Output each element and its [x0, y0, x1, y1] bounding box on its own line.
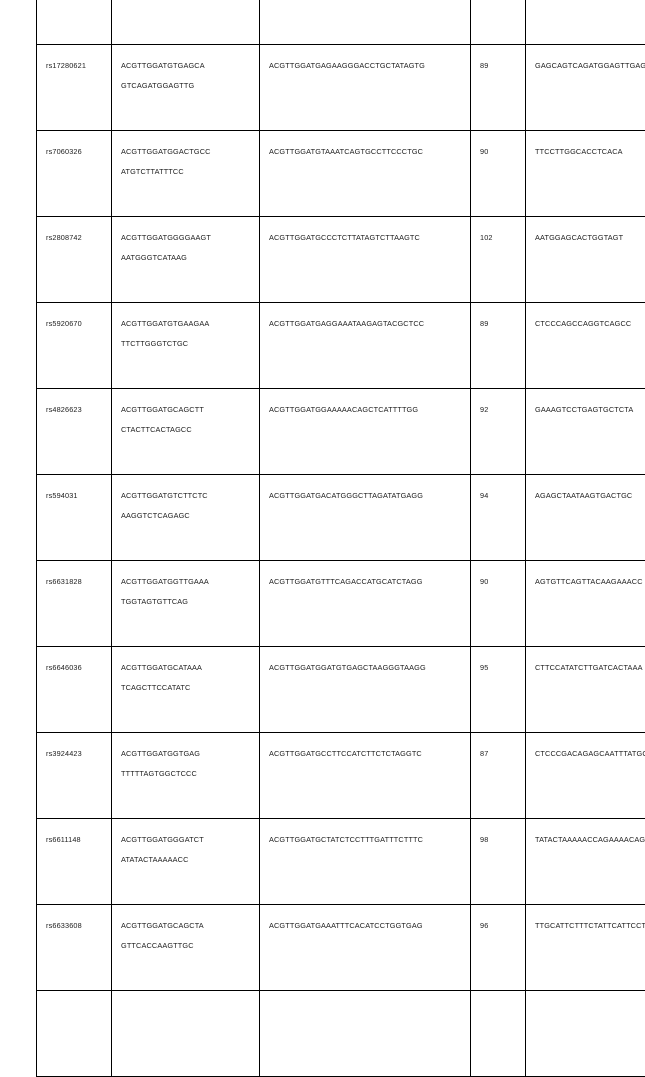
cell-snp-id: rs17280621: [37, 45, 112, 131]
cell-forward-primer: [112, 991, 260, 1077]
cell-forward-primer: [112, 0, 260, 45]
cell-amplicon-length: [471, 0, 526, 45]
cell-amplicon-primer: ACGTTGGATGCCCTCTTATAGTCTTAAGTC: [260, 217, 471, 303]
cell-amplicon-length: 92: [471, 389, 526, 475]
cell-forward-primer: ACGTTGGATGGGGAAGT AATGGGTCATAAG: [112, 217, 260, 303]
cell-forward-primer: ACGTTGGATGTGAGCA GTCAGATGGAGTTG: [112, 45, 260, 131]
cell-extension-primer: AGTGTTCAGTTACAAGAAACC: [526, 561, 645, 647]
cell-amplicon-primer: ACGTTGGATGCTATCTCCTTTGATTTCTTTC: [260, 819, 471, 905]
cell-amplicon-length: 87: [471, 733, 526, 819]
cell-forward-primer: ACGTTGGATGGACTGCC ATGTCTTATTTCC: [112, 131, 260, 217]
table-row-partial: [37, 991, 645, 1077]
cell-snp-id: rs6633608: [37, 905, 112, 991]
cell-amplicon-primer: ACGTTGGATGCCTTCCATCTTCTCTAGGTC: [260, 733, 471, 819]
cell-snp-id: [37, 991, 112, 1077]
cell-amplicon-length: 98: [471, 819, 526, 905]
cell-amplicon-length: 102: [471, 217, 526, 303]
cell-extension-primer: AGAGCTAATAAGTGACTGC: [526, 475, 645, 561]
cell-snp-id: rs6631828: [37, 561, 112, 647]
cell-forward-primer: ACGTTGGATGGGATCT ATATACTAAAAACC: [112, 819, 260, 905]
cell-amplicon-primer: ACGTTGGATGAAATTTCACATCCTGGTGAG: [260, 905, 471, 991]
cell-snp-id: rs7060326: [37, 131, 112, 217]
cell-amplicon-primer: ACGTTGGATGAGGAAATAAGAGTACGCTCC: [260, 303, 471, 389]
cell-amplicon-primer: ACGTTGGATGGATGTGAGCTAAGGGTAAGG: [260, 647, 471, 733]
cell-amplicon-primer: ACGTTGGATGTTTCAGACCATGCATCTAGG: [260, 561, 471, 647]
cell-amplicon-length: 89: [471, 303, 526, 389]
cell-forward-primer: ACGTTGGATGCAGCTT CTACTTCACTAGCC: [112, 389, 260, 475]
cell-extension-primer: AATGGAGCACTGGTAGT: [526, 217, 645, 303]
cell-forward-primer: ACGTTGGATGCATAAA TCAGCTTCCATATC: [112, 647, 260, 733]
cell-amplicon-length: 89: [471, 45, 526, 131]
cell-extension-primer: TATACTAAAAACCAGAAAACAGA: [526, 819, 645, 905]
table-row-partial: [37, 0, 645, 45]
cell-amplicon-primer: [260, 991, 471, 1077]
cell-snp-id: rs6611148: [37, 819, 112, 905]
cell-extension-primer: CTCCCAGCCAGGTCAGCC: [526, 303, 645, 389]
cell-amplicon-primer: [260, 0, 471, 45]
cell-amplicon-primer: ACGTTGGATGGAAAAACAGCTCATTTTGG: [260, 389, 471, 475]
cell-snp-id: rs4826623: [37, 389, 112, 475]
cell-snp-id: rs594031: [37, 475, 112, 561]
cell-snp-id: rs6646036: [37, 647, 112, 733]
cell-forward-primer: ACGTTGGATGGTTGAAA TGGTAGTGTTCAG: [112, 561, 260, 647]
cell-extension-primer: CTTCCATATCTTGATCACTAAA: [526, 647, 645, 733]
cell-extension-primer: TTGCATTCTTTCTATTCATTCCTT: [526, 905, 645, 991]
cell-snp-id: rs3924423: [37, 733, 112, 819]
cell-amplicon-length: 96: [471, 905, 526, 991]
cell-snp-id: rs2808742: [37, 217, 112, 303]
cell-amplicon-length: 90: [471, 131, 526, 217]
cell-forward-primer: ACGTTGGATGCAGCTA GTTCACCAAGTTGC: [112, 905, 260, 991]
cell-extension-primer: CTCCCGACAGAGCAATTTATGG: [526, 733, 645, 819]
cell-extension-primer: GAGCAGTCAGATGGAGTTGAGATTCC: [526, 45, 645, 131]
cell-amplicon-primer: ACGTTGGATGACATGGGCTTAGATATGAGG: [260, 475, 471, 561]
cell-amplicon-length: 95: [471, 647, 526, 733]
cell-extension-primer: TTCCTTGGCACCTCACA: [526, 131, 645, 217]
cell-amplicon-length: [471, 991, 526, 1077]
cell-amplicon-length: 94: [471, 475, 526, 561]
cell-extension-primer: GAAAGTCCTGAGTGCTCTA: [526, 389, 645, 475]
cell-extension-primer: [526, 991, 645, 1077]
cell-forward-primer: ACGTTGGATGGTGAG TTTTTAGTGGCTCCC: [112, 733, 260, 819]
cell-amplicon-primer: ACGTTGGATGTAAATCAGTGCCTTCCCTGC: [260, 131, 471, 217]
cell-forward-primer: ACGTTGGATGTGAAGAA TTCTTGGGTCTGC: [112, 303, 260, 389]
cell-amplicon-length: 90: [471, 561, 526, 647]
cell-snp-id: rs5920670: [37, 303, 112, 389]
cell-forward-primer: ACGTTGGATGTCTTCTC AAGGTCTCAGAGC: [112, 475, 260, 561]
cell-snp-id: [37, 0, 112, 45]
cell-extension-primer: [526, 0, 645, 45]
cell-amplicon-primer: ACGTTGGATGAGAAGGGACCTGCTATAGTG: [260, 45, 471, 131]
